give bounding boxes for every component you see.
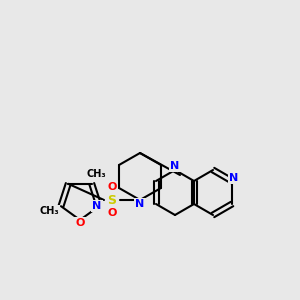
Text: S: S [107,194,116,206]
Text: O: O [75,218,85,228]
Text: O: O [107,208,117,218]
Text: N: N [92,201,102,211]
Text: CH₃: CH₃ [87,169,106,179]
Text: N: N [170,161,180,171]
Text: N: N [135,199,145,209]
Text: N: N [230,173,238,183]
Text: CH₃: CH₃ [39,206,59,216]
Text: O: O [107,182,117,192]
